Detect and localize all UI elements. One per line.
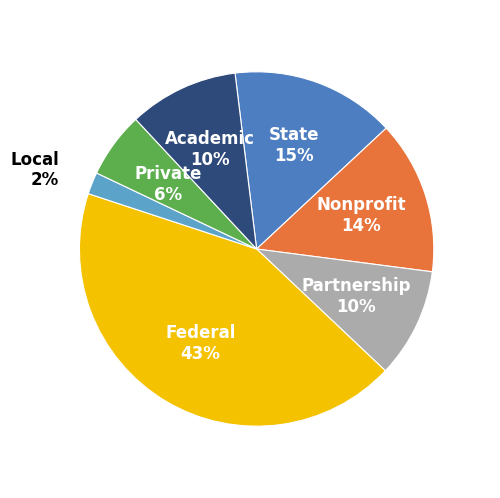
Text: State
15%: State 15% bbox=[269, 126, 320, 165]
Wedge shape bbox=[256, 128, 434, 272]
Text: Academic
10%: Academic 10% bbox=[165, 130, 255, 169]
Text: Local
2%: Local 2% bbox=[10, 150, 59, 189]
Text: Private
6%: Private 6% bbox=[134, 165, 202, 204]
Text: Partnership
10%: Partnership 10% bbox=[301, 277, 410, 316]
Wedge shape bbox=[88, 173, 256, 249]
Text: Federal
43%: Federal 43% bbox=[165, 324, 236, 363]
Text: Nonprofit
14%: Nonprofit 14% bbox=[316, 196, 406, 235]
Wedge shape bbox=[136, 73, 256, 249]
Wedge shape bbox=[96, 120, 256, 249]
Wedge shape bbox=[235, 72, 386, 249]
Wedge shape bbox=[80, 194, 386, 426]
Wedge shape bbox=[256, 249, 432, 371]
